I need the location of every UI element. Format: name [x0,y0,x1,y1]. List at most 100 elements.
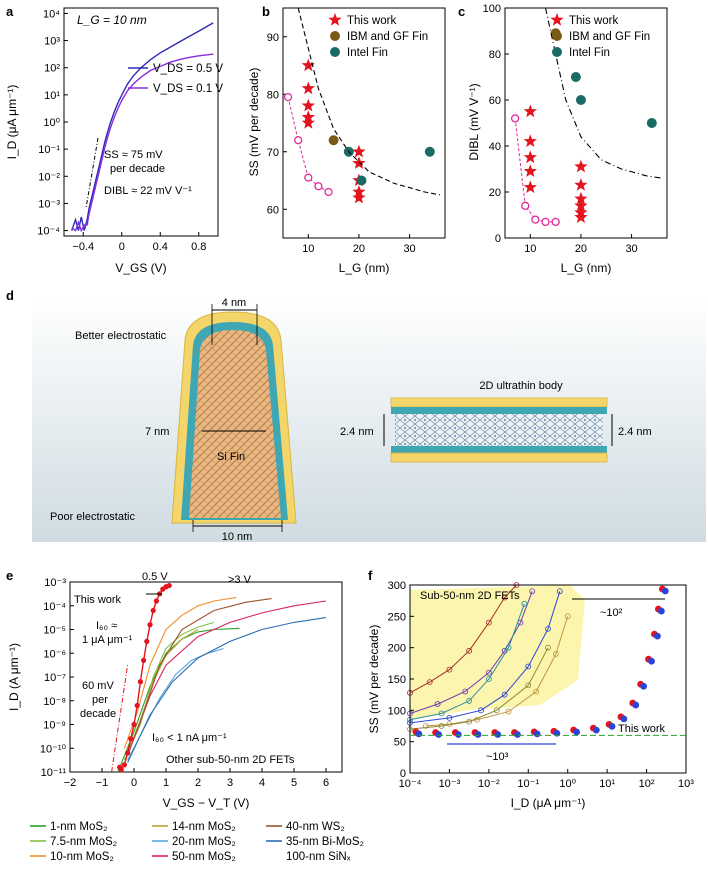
panel-f-other-fet-point [466,698,473,704]
panel-a-series-vds-05 [71,22,214,231]
panel-e-legend-label: 35-nm Bi-MoS₂ [286,836,364,848]
fin-top-width-label: 4 nm [222,297,246,309]
panel-e-xtick-label: 0 [131,777,137,789]
panel-e-this-work-point [125,750,131,756]
panel-b-legend-label: Intel Fin [347,47,388,59]
panel-f-ytick-label: 250 [388,611,406,623]
panel-c-chart: 10 20 30 0 20 40 60 80 100 This work IBM and GF F… [467,3,668,275]
panel-label-e: e [6,568,13,583]
panel-c-ytick-label: 80 [489,49,501,61]
panel-b-this-work-star [301,81,315,95]
panel-e-i60-low: I₆₀ < 1 nA μm⁻¹ [152,732,227,744]
panel-e-series [127,600,327,756]
panel-e-this-work-point [153,598,159,604]
panel-e-i60-line2: 1 μA μm⁻¹ [82,634,133,646]
panel-f-other-fet-point [545,644,551,651]
panel-b-ytick-label: 70 [267,147,279,159]
panel-a-series-vds-01 [71,53,214,233]
panel-e-this-work-point [128,736,134,742]
panel-c-simulation-point [541,217,550,227]
panel-f-other-fet-line [425,616,569,727]
panel-f-other-fet-point [462,688,469,695]
panel-f-other-fet-line [409,584,517,694]
ultrathin-body-label: 2D ultrathin body [479,380,563,392]
panel-e-this-work-point [166,582,172,589]
panel-b-legend-circle [330,31,340,41]
panel-f-other-fet-point [521,600,528,607]
panel-e-ytick-label: 10⁻⁷ [44,672,66,684]
panel-f-ytick-label: 0 [400,768,406,780]
si-fin-label: Si Fin [217,451,245,463]
panel-a-ytick-label: 10³ [44,36,60,48]
panel-f-this-work-point [514,731,521,738]
panel-b-ytick-label: 80 [267,89,279,101]
panel-f-other-fet-line [409,647,549,730]
panel-f-other-fet-point [485,619,492,626]
panel-f-other-fet-point [501,594,508,601]
panel-e-ytick-label: 10⁻³ [44,577,66,589]
panel-b-simulation-point [294,136,303,145]
panel-c-this-work-star [574,178,588,191]
panel-b-legend-label: IBM and GF Fin [347,31,428,43]
panel-f-other-fet-point [505,644,512,651]
panel-f-chart: 10⁻⁴ 10⁻³ 10⁻² 10⁻¹ 10⁰ 10¹ 10² 10³ 0 50 100 150 200… [367,580,694,810]
panel-c-this-work-star [523,180,537,194]
panel-d-illustration: 4 nm Better electrostatic 7 nm Si Fin Po… [32,296,706,543]
panel-f-this-work-point [494,731,502,738]
panel-f-range-bottom-label: ~10³ [486,751,509,763]
panel-e-xtick-label: −1 [96,777,109,789]
panel-a-dibl: DIBL ≈ 22 mV V⁻¹ [104,185,192,197]
panel-b-trend-line [297,7,441,196]
panel-f-this-work-point [608,722,616,730]
panel-a-ytick-label: 10⁻⁴ [37,226,60,238]
panel-e-swing-3v: >3 V [228,574,252,586]
panel-c-ytick-label: 100 [483,3,501,15]
panel-e-60mv-reference [111,665,129,773]
panel-e-this-work-point [137,679,143,685]
panel-c-simulation-point [531,215,540,224]
panel-b-simulation-point [304,173,313,182]
panel-e-this-work-point [134,702,140,709]
panel-e-xtick-label: 5 [291,777,297,789]
panel-c-this-work-star [523,150,537,164]
panel-f-this-work-point [592,726,600,734]
panel-f-xtick-label: 10⁻² [478,778,500,790]
panel-f-this-work-point [620,715,628,723]
panel-b-xtick-label: 10 [302,243,314,255]
panel-e-this-work-point [131,721,137,728]
si-fin-body [189,330,281,518]
panel-f-other-fet-point [466,647,473,654]
panel-c-legend-label: This work [569,15,618,27]
panel-e-xlabel: V_GS − V_T (V) [163,796,250,810]
panel-b-this-work-star [352,190,366,204]
fin-mid-width-label: 7 nm [145,426,169,438]
panel-a-ylabel: I_D (μA μm⁻¹) [5,85,19,160]
panel-f-other-fet-point [485,676,492,682]
panel-f-other-fet-point [446,666,453,673]
panel-b-simulation-point [283,92,293,102]
panel-f-other-fet-point [438,723,445,729]
panel-b-fin-point [328,135,339,146]
panel-b-this-work-star [352,144,366,158]
panel-f-xtick-label: 10³ [678,778,694,790]
panel-e-ytick-label: 10⁻⁵ [43,625,66,637]
panel-a-ss-line2: per decade [110,163,165,175]
panel-e-60mv-line3: decade [80,708,116,720]
panel-a-ss-line1: SS ≈ 75 mV [104,149,163,161]
panel-e-this-work-point [147,622,153,628]
panel-b-legend-label: This work [347,15,396,27]
panel-c-this-work-star [574,198,588,212]
panel-b-legend-star [328,13,342,26]
panel-a-chart: −0.4 0 0.4 0.8 10⁻⁴ 10⁻³ 10⁻² 10⁻¹ 10⁰ 10¹ 10² 10³ 1… [5,7,223,275]
panel-e-legend-label: 40-nm WS₂ [286,821,345,833]
panel-c-this-work-star [523,164,537,177]
panel-c-this-work-star [574,210,588,223]
panel-a-ss-fit-line [85,137,99,209]
panel-b-ytick-label: 90 [267,32,279,44]
panel-c-legend-label: Intel Fin [569,47,610,59]
panel-f-ytick-label: 150 [388,674,406,686]
left-thickness-label: 2.4 nm [340,426,374,438]
2d-channel [395,414,603,446]
panel-e-chart: −2 −1 0 1 2 3 4 5 6 10⁻¹¹ 10⁻¹⁰ 10⁻⁹ 10⁻⁸ 10⁻⁷ 10⁻⁶ 10⁻… [7,571,364,863]
panel-c-this-work-star [574,159,588,173]
